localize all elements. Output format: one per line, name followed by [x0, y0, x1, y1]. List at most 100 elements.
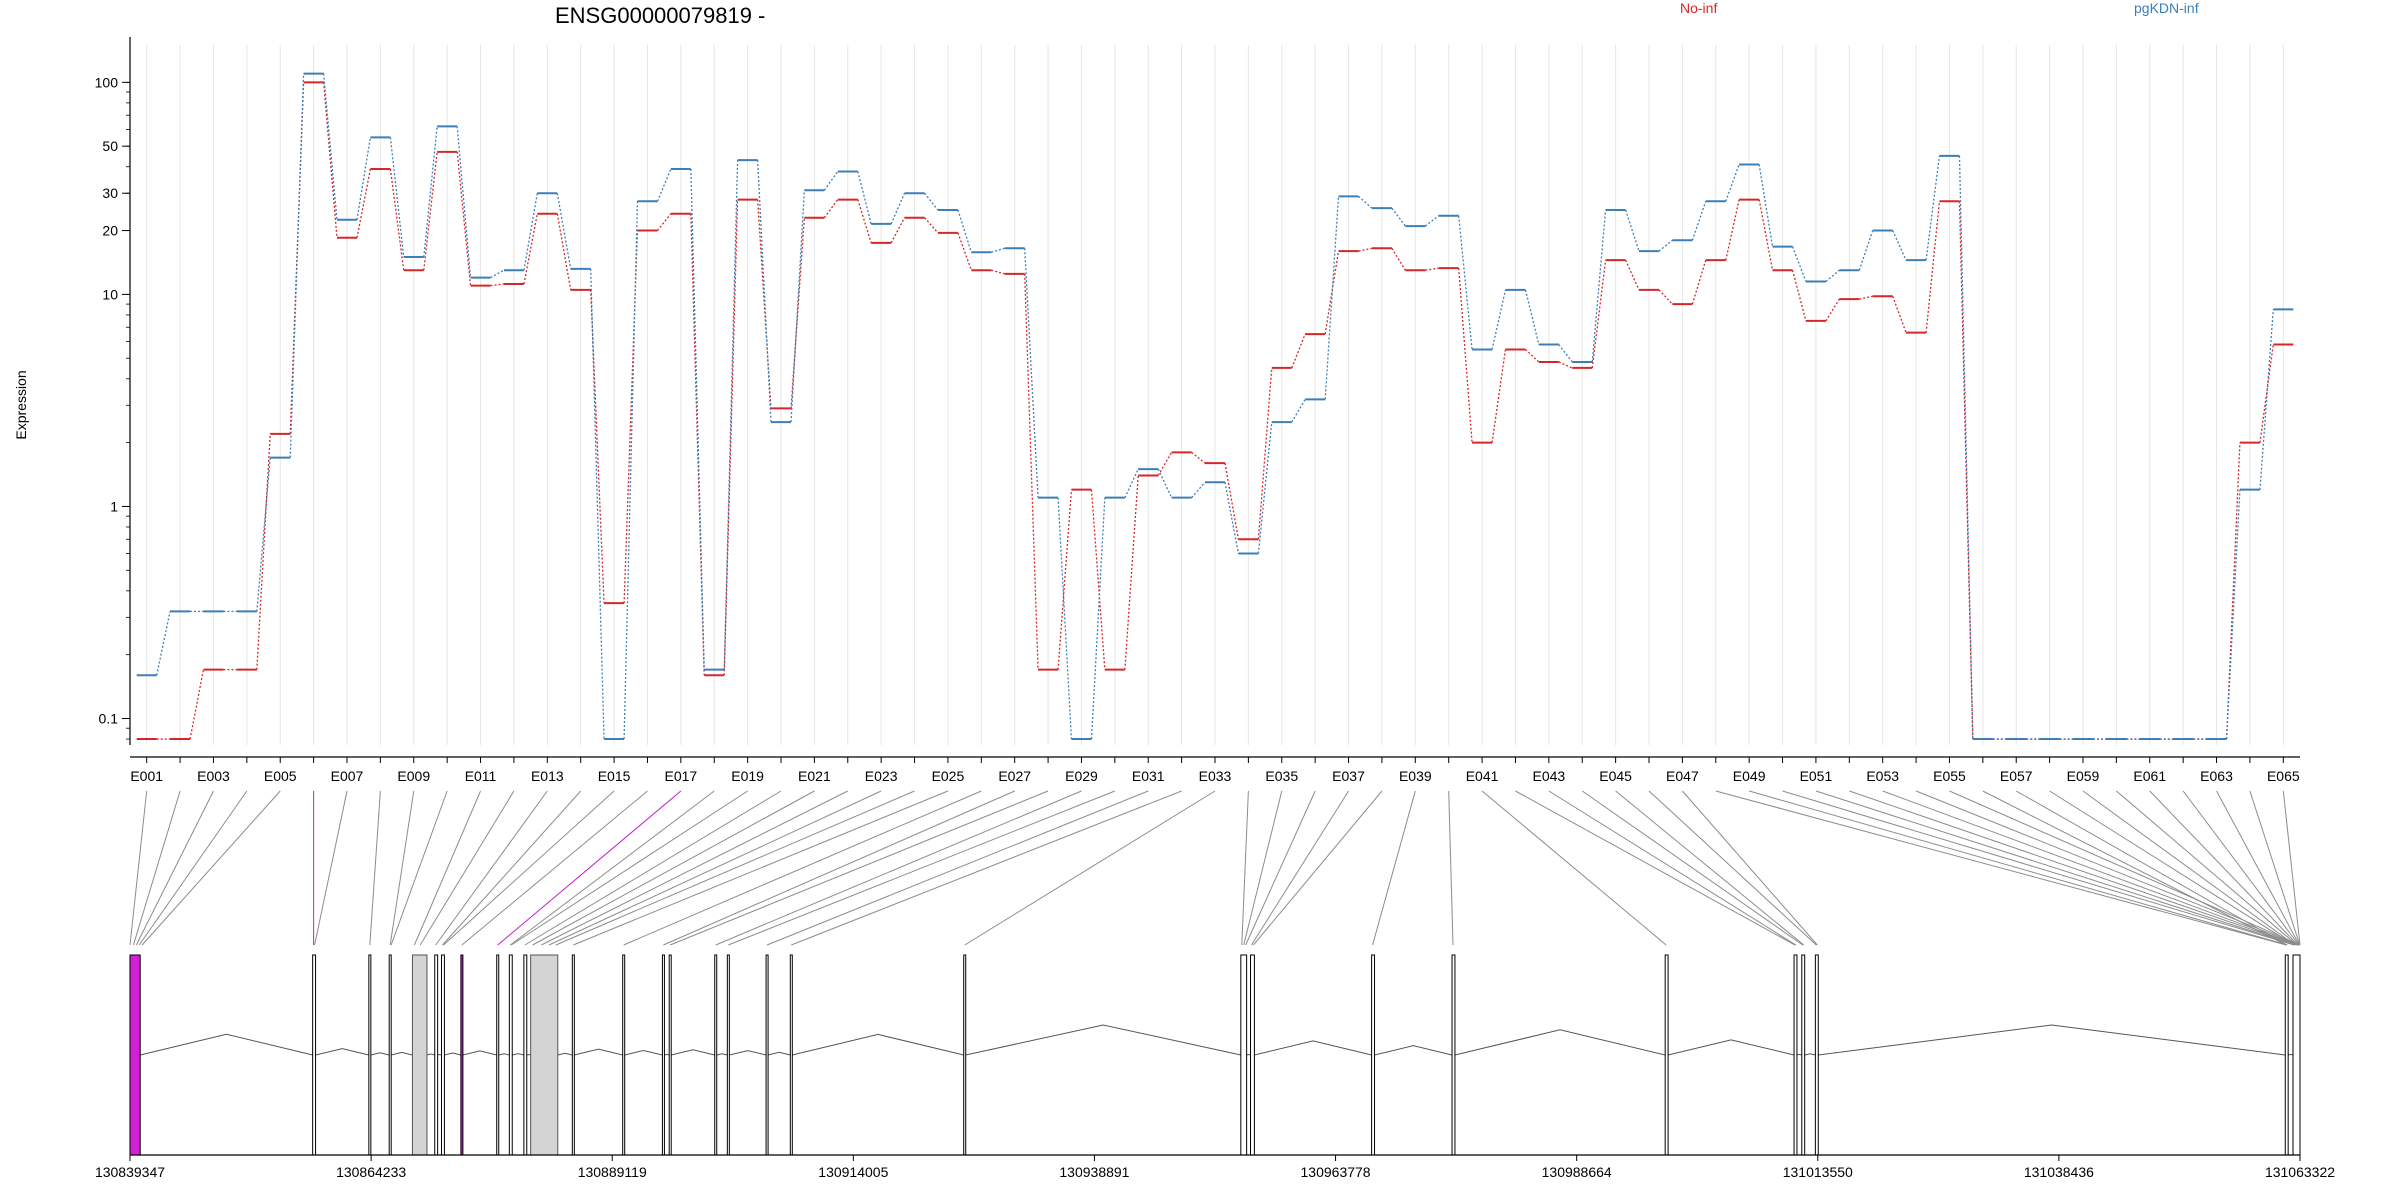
exon-connector: [964, 790, 1216, 946]
exon-box: [312, 954, 317, 1156]
exon-connector: [2082, 790, 2296, 946]
intron-line: [391, 1051, 413, 1056]
intron-line: [671, 1049, 715, 1056]
exon-connector: [389, 790, 415, 946]
series-connector: [1558, 361, 1573, 369]
series-connector: [1791, 246, 1807, 282]
series-connector: [423, 151, 438, 271]
exon-connector: [1782, 790, 2295, 946]
exon-box: [726, 954, 730, 1156]
exon-connector: [511, 790, 748, 946]
exon-label-layer: E001 E003 E005 E007 E009 E011 E013 E015 E017 E019…: [130, 768, 2300, 784]
exon-connector: [715, 790, 1082, 946]
series-connector: [723, 160, 739, 670]
exon-box: [388, 954, 392, 1156]
exon-box: [661, 954, 665, 1156]
exon-box: [1814, 954, 1819, 1156]
genomic-tick-label: 130864233: [336, 1164, 406, 1180]
series-connector: [890, 192, 906, 225]
exon-box: [411, 954, 428, 1156]
exon-connector: [419, 790, 515, 946]
series-connector: [1291, 333, 1306, 369]
intron-line: [574, 1048, 623, 1056]
exon-connector: [1682, 790, 1818, 946]
exon-connector: [1648, 790, 1817, 946]
series-connector: [590, 268, 605, 740]
series-connector: [356, 137, 372, 220]
series-connector: [1224, 463, 1240, 540]
exon-connector: [390, 790, 448, 946]
intron-line: [792, 1033, 964, 1056]
exon-tick-label: E019: [731, 768, 764, 784]
exon-tick-label: E007: [331, 768, 364, 784]
series-connector: [1458, 268, 1473, 443]
exon-tick-label: E013: [531, 768, 564, 784]
series-connector: [1691, 201, 1707, 241]
series-connector: [1524, 289, 1540, 345]
genomic-tick-label: 130988664: [1542, 1164, 1612, 1180]
series-connector: [556, 213, 572, 291]
series-connector: [456, 126, 472, 278]
exon-box: [1793, 954, 1798, 1156]
exon-tick-label: E063: [2200, 768, 2233, 784]
intron-line: [965, 1024, 1241, 1056]
exon-tick-label: E027: [998, 768, 1031, 784]
exon-box: [1250, 954, 1255, 1156]
series-connector: [1191, 481, 1206, 499]
intron-line: [716, 1053, 728, 1056]
exon-tick-label: E053: [1866, 768, 1899, 784]
series-connector: [1658, 289, 1673, 305]
series-connector: [991, 269, 1005, 275]
exon-connector: [510, 790, 715, 946]
series-connector: [1458, 215, 1473, 350]
exon-connector: [442, 790, 582, 946]
series-connector: [1291, 399, 1306, 423]
exon-box: [622, 954, 626, 1156]
exon-connector: [1548, 790, 1797, 946]
series-connector: [1157, 451, 1173, 476]
exon-tick-label: E047: [1666, 768, 1699, 784]
exon-tick-label: E001: [130, 768, 163, 784]
exon-box: [571, 954, 575, 1156]
exon-box: [434, 954, 439, 1156]
series-connector: [1257, 367, 1273, 540]
exon-connector: [132, 790, 181, 946]
intron-line: [624, 1049, 663, 1056]
exon-connector: [435, 790, 548, 946]
series-connector: [1591, 209, 1607, 363]
intron-line: [1667, 1039, 1795, 1056]
exon-connector: [141, 790, 281, 946]
exon-tick-label: E009: [397, 768, 430, 784]
exon-connector: [1715, 790, 2287, 946]
exon-connector: [1243, 790, 1283, 946]
series-connector: [1157, 468, 1173, 498]
series-connector: [322, 82, 338, 238]
exon-connector: [2182, 790, 2300, 946]
exon-connector: [524, 790, 782, 946]
exon-box: [714, 954, 718, 1156]
exon-tick-label: E021: [798, 768, 831, 784]
exon-connector: [573, 790, 949, 946]
series-connector: [1391, 247, 1406, 271]
exon-tick-label: E005: [264, 768, 297, 784]
exon-connector: [2049, 790, 2295, 946]
series-connector: [1825, 298, 1840, 322]
series-connector: [1425, 267, 1439, 271]
series-connector: [623, 201, 639, 740]
series-connector: [490, 269, 505, 279]
exon-tick-label: E041: [1466, 768, 1499, 784]
exon-tick-label: E025: [932, 768, 965, 784]
series-connector: [189, 669, 205, 740]
exon-tick-label: E039: [1399, 768, 1432, 784]
series-connector: [1859, 295, 1873, 300]
chart-title: ENSG00000079819 -: [555, 3, 765, 28]
series-connector: [1124, 475, 1139, 670]
series-connector: [924, 192, 939, 211]
series-connector: [790, 190, 806, 423]
series-connector: [1625, 209, 1640, 252]
exon-connector: [1481, 790, 1667, 946]
exon-connector: [1815, 790, 2296, 946]
exon-connector: [1251, 790, 1349, 946]
exon-tick-label: E045: [1599, 768, 1632, 784]
